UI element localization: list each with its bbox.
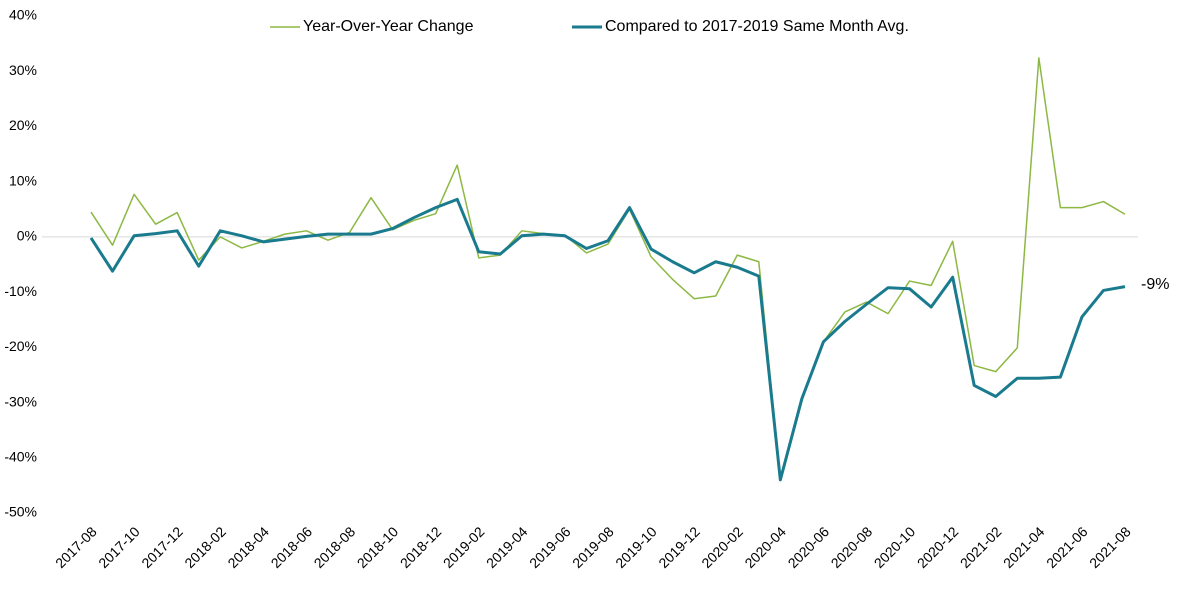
x-tick-label: 2019-12 (655, 523, 703, 571)
x-tick-label: 2019-06 (526, 523, 574, 571)
x-tick-label: 2019-04 (483, 523, 531, 571)
x-tick-label: 2019-08 (569, 523, 617, 571)
y-tick-label: 30% (9, 62, 37, 78)
x-tick-label: 2019-02 (440, 523, 488, 571)
series-line (90, 57, 1126, 481)
x-tick-label: 2020-12 (914, 523, 962, 571)
x-tick-label: 2020-02 (698, 523, 746, 571)
x-tick-label: 2021-08 (1086, 523, 1134, 571)
x-tick-label: 2020-10 (871, 523, 919, 571)
x-tick-label: 2018-02 (181, 523, 229, 571)
x-tick-label: 2020-04 (741, 523, 789, 571)
x-tick-label: 2018-06 (268, 523, 316, 571)
x-tick-label: 2019-10 (612, 523, 660, 571)
x-tick-label: 2020-08 (828, 523, 876, 571)
x-tick-label: 2021-06 (1043, 523, 1091, 571)
y-tick-label: 0% (17, 228, 37, 244)
x-tick-label: 2018-12 (397, 523, 445, 571)
x-tick-label: 2018-10 (354, 523, 402, 571)
y-tick-label: 20% (9, 117, 37, 133)
legend-label: Compared to 2017-2019 Same Month Avg. (605, 18, 909, 35)
y-tick-label: 10% (9, 172, 37, 188)
series-line (89, 197, 1126, 482)
y-tick-label: -30% (4, 393, 37, 409)
x-tick-label: 2021-02 (957, 523, 1005, 571)
y-tick-label: -50% (4, 504, 37, 520)
y-tick-label: -10% (4, 283, 37, 299)
data-label: -9% (1141, 276, 1169, 293)
x-tick-label: 2018-04 (224, 523, 272, 571)
x-tick-label: 2017-08 (52, 523, 100, 571)
y-tick-label: -20% (4, 338, 37, 354)
x-tick-label: 2020-06 (785, 523, 833, 571)
y-tick-label: 40% (9, 7, 37, 23)
y-tick-label: -40% (4, 448, 37, 464)
x-tick-label: 2017-12 (138, 523, 186, 571)
legend-label: Year-Over-Year Change (303, 18, 474, 35)
x-tick-label: 2021-04 (1000, 523, 1048, 571)
x-tick-label: 2018-08 (311, 523, 359, 571)
x-tick-label: 2017-10 (95, 523, 143, 571)
